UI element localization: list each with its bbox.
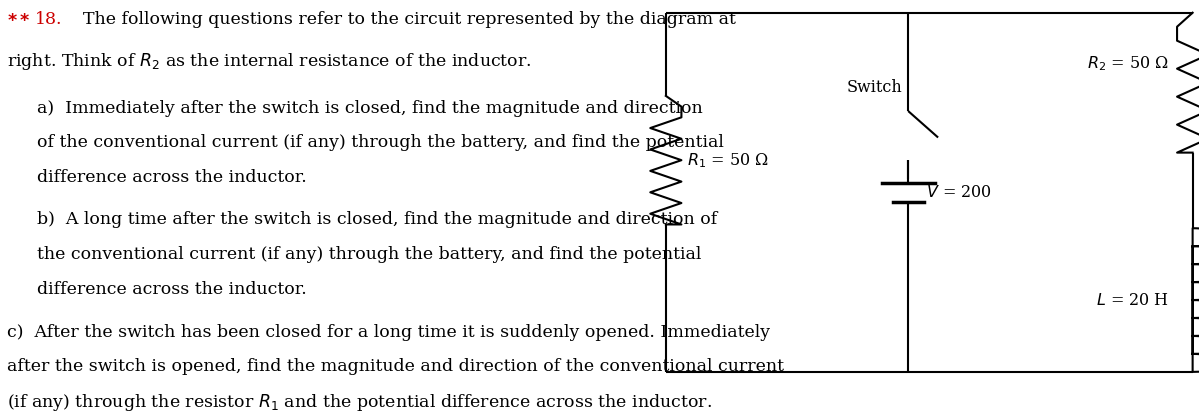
Text: c)  After the switch has been closed for a long time it is suddenly opened. Imme: c) After the switch has been closed for … <box>7 323 770 340</box>
Text: b)  A long time after the switch is closed, find the magnitude and direction of: b) A long time after the switch is close… <box>37 211 718 228</box>
Text: $L$ = 20 H: $L$ = 20 H <box>1096 292 1169 309</box>
Text: 18.: 18. <box>35 11 62 28</box>
Text: after the switch is opened, find the magnitude and direction of the conventional: after the switch is opened, find the mag… <box>7 358 785 375</box>
Text: The following questions refer to the circuit represented by the diagram at: The following questions refer to the cir… <box>83 11 736 28</box>
Text: $\mathbf{**}$: $\mathbf{**}$ <box>7 11 31 28</box>
Text: right. Think of $R_2$ as the internal resistance of the inductor.: right. Think of $R_2$ as the internal re… <box>7 52 532 72</box>
Text: difference across the inductor.: difference across the inductor. <box>37 169 307 186</box>
Text: $R_2$ = 50 Ω: $R_2$ = 50 Ω <box>1087 54 1169 73</box>
Text: difference across the inductor.: difference across the inductor. <box>37 281 307 298</box>
Text: $R_1$ = 50 Ω: $R_1$ = 50 Ω <box>688 151 769 169</box>
Text: a)  Immediately after the switch is closed, find the magnitude and direction: a) Immediately after the switch is close… <box>37 100 703 117</box>
Text: (if any) through the resistor $R_1$ and the potential difference across the indu: (if any) through the resistor $R_1$ and … <box>7 391 713 412</box>
Text: $V$ = 200: $V$ = 200 <box>926 184 992 201</box>
Text: Switch: Switch <box>846 79 902 96</box>
Text: the conventional current (if any) through the battery, and find the potential: the conventional current (if any) throug… <box>37 246 702 263</box>
Text: of the conventional current (if any) through the battery, and find the potential: of the conventional current (if any) thr… <box>37 134 724 152</box>
